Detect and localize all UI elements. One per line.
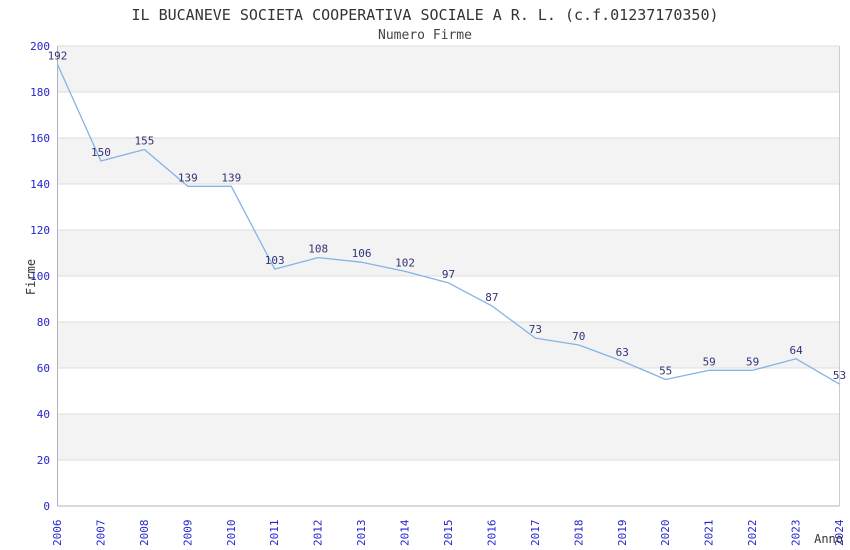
data-label: 108	[308, 243, 328, 256]
band	[57, 46, 840, 92]
x-tick-label: 2009	[181, 520, 194, 547]
x-tick-label: 2014	[399, 519, 412, 546]
chart-title: IL BUCANEVE SOCIETA COOPERATIVA SOCIALE …	[131, 6, 719, 24]
data-label: 106	[352, 247, 372, 260]
data-label: 64	[789, 344, 803, 357]
data-point-labels: 192 150 155 139 139 103 108 106 102 97 87 73 70 63 55 5…	[48, 49, 847, 382]
x-tick-label: 2013	[355, 520, 368, 547]
band	[57, 368, 840, 414]
y-tick-label: 200	[30, 40, 50, 53]
data-label: 59	[703, 355, 716, 368]
band	[57, 138, 840, 184]
x-tick-label: 2015	[442, 520, 455, 547]
y-tick-label: 160	[30, 132, 50, 145]
band	[57, 460, 840, 506]
data-label: 87	[485, 291, 498, 304]
data-label: 102	[395, 256, 415, 269]
y-axis-tick-labels: 0 20 40 60 80 100 120 140 160 180 200	[30, 40, 50, 513]
x-tick-label: 2008	[138, 520, 151, 547]
chart-subtitle: Numero Firme	[378, 28, 472, 43]
x-tick-label: 2022	[746, 520, 759, 547]
y-tick-label: 80	[37, 316, 50, 329]
data-label: 53	[833, 369, 846, 382]
band	[57, 92, 840, 138]
series-line	[56, 64, 840, 385]
y-axis-title: Firme	[24, 259, 38, 295]
x-axis-tick-labels: 2006 2007 2008 2009 2010 2011 2012 2013 2014 2015…	[51, 519, 846, 546]
x-tick-label: 2021	[703, 520, 716, 547]
band	[57, 322, 840, 368]
data-label: 55	[659, 365, 672, 378]
data-label: 103	[265, 254, 285, 267]
data-label: 59	[746, 355, 759, 368]
plot-border	[57, 46, 840, 507]
x-tick-label: 2016	[485, 520, 498, 547]
y-tick-label: 180	[30, 86, 50, 99]
y-tick-label: 120	[30, 224, 50, 237]
data-label: 150	[91, 146, 111, 159]
x-tick-label: 2006	[51, 520, 64, 547]
data-label: 73	[529, 323, 542, 336]
y-tick-label: 20	[37, 454, 50, 467]
band	[57, 230, 840, 276]
plot-bands	[57, 46, 840, 506]
y-tick-label: 0	[43, 500, 50, 513]
data-label: 63	[616, 346, 629, 359]
band	[57, 184, 840, 230]
x-tick-label: 2024	[833, 519, 846, 546]
band	[57, 414, 840, 460]
x-tick-label: 2007	[94, 520, 107, 547]
x-tick-label: 2010	[225, 520, 238, 547]
x-tick-label: 2017	[529, 520, 542, 547]
data-label: 70	[572, 330, 585, 343]
x-tick-label: 2020	[659, 520, 672, 547]
x-tick-label: 2023	[790, 520, 803, 547]
y-tick-label: 60	[37, 362, 50, 375]
data-label: 97	[442, 268, 455, 281]
data-series-line	[56, 64, 840, 385]
data-label: 139	[178, 171, 198, 184]
data-label: 155	[134, 135, 154, 148]
data-label: 192	[48, 49, 68, 62]
x-tick-label: 2011	[268, 520, 281, 547]
x-axis-title: Anno	[814, 532, 843, 546]
x-tick-label: 2018	[572, 520, 585, 547]
band	[57, 276, 840, 322]
y-tick-label: 140	[30, 178, 50, 191]
y-tick-label: 100	[30, 270, 50, 283]
data-label: 139	[221, 171, 241, 184]
x-tick-label: 2019	[616, 520, 629, 547]
y-tick-label: 40	[37, 408, 50, 421]
x-tick-label: 2012	[312, 520, 325, 547]
